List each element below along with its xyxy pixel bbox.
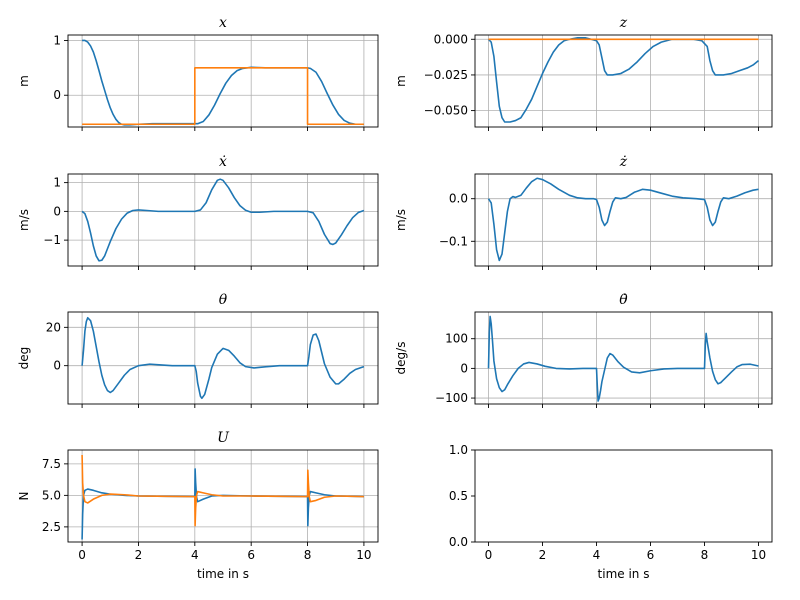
subplot-title: ż (619, 154, 628, 170)
y-tick-label: 20 (46, 320, 61, 334)
y-tick-label: 0.0 (449, 192, 468, 206)
y-tick-label: 1 (53, 33, 61, 47)
axes-frame (67, 34, 379, 128)
y-axis-label: deg/s (394, 342, 408, 375)
x-tick-label: 6 (647, 548, 655, 562)
y-tick-label: −0.1 (439, 234, 468, 248)
axes-frame (67, 311, 379, 405)
x-axis-label: time in s (598, 567, 650, 581)
y-axis-label: m/s (17, 209, 31, 231)
subplot-title: U (217, 430, 230, 446)
x-tick-label: 4 (191, 548, 199, 562)
y-tick-label: 5.0 (42, 488, 61, 502)
axes-frame (67, 173, 379, 267)
y-tick-label: 100 (445, 332, 468, 346)
series-line-1 (82, 39, 364, 126)
subplot-zdot: 0.0 −0.1 ż m/s (394, 154, 773, 270)
y-tick-label: 1.0 (449, 443, 468, 457)
x-tick-label: 2 (539, 548, 547, 562)
y-tick-label: −0.025 (424, 68, 468, 82)
y-axis-label: deg (17, 347, 31, 370)
x-tick-label: 8 (701, 548, 709, 562)
y-tick-label: 2.5 (42, 520, 61, 534)
subplot-thetadot: −100 0 100 θ̇ deg/s (394, 292, 773, 408)
series-line-1 (487, 315, 759, 402)
y-axis-label: m/s (394, 209, 408, 231)
y-tick-label: 0 (460, 361, 468, 375)
y-tick-label: 0.000 (434, 32, 468, 46)
y-tick-label: −0.050 (424, 104, 468, 118)
series-line-1 (81, 316, 365, 400)
y-tick-label: 7.5 (42, 457, 61, 471)
x-tick-label: 10 (356, 548, 371, 562)
y-axis-label: N (17, 492, 31, 501)
series-line-1 (81, 178, 365, 262)
x-tick-label: 8 (304, 548, 312, 562)
series-line-2 (82, 67, 364, 126)
subplot-title: θ̇ (619, 292, 628, 308)
axes-frame (67, 449, 379, 543)
x-tick-label: 4 (593, 548, 601, 562)
subplot-theta: 0 20 θ deg (17, 292, 379, 408)
axes-frame (474, 173, 773, 267)
y-tick-label: 0.5 (449, 489, 468, 503)
series-line-1 (487, 177, 759, 262)
subplot-empty: 0 2 4 6 8 10 0.0 0.5 1.0 time in s (449, 443, 773, 581)
y-tick-label: −1 (43, 233, 61, 247)
subplot-xdot: −1 0 1 ẋ m/s (17, 154, 379, 270)
subplot-title: ẋ (219, 154, 227, 170)
x-tick-label: 2 (135, 548, 143, 562)
x-tick-label: 0 (485, 548, 493, 562)
x-tick-label: 10 (751, 548, 766, 562)
y-axis-label: m (394, 75, 408, 87)
subplot-title: z (619, 15, 628, 31)
series-line-2 (81, 455, 364, 527)
y-tick-label: 0 (53, 204, 61, 218)
y-tick-label: −100 (435, 391, 468, 405)
subplot-title: x (219, 15, 227, 31)
subplot-title: θ (219, 292, 228, 308)
y-tick-label: 1 (53, 176, 61, 190)
x-tick-label: 6 (247, 548, 255, 562)
y-axis-label: m (17, 75, 31, 87)
subplot-x: 0 1 x m (17, 15, 379, 131)
axes-frame (474, 311, 773, 405)
y-tick-label: 0 (53, 88, 61, 102)
y-tick-label: 0.0 (449, 535, 468, 549)
series-line-1 (487, 37, 759, 123)
x-tick-label: 0 (78, 548, 86, 562)
y-tick-label: 0 (53, 359, 61, 373)
x-axis-label: time in s (197, 567, 249, 581)
subplot-z: 0.000 −0.025 −0.050 z m (394, 15, 773, 131)
axes-frame (474, 34, 773, 128)
